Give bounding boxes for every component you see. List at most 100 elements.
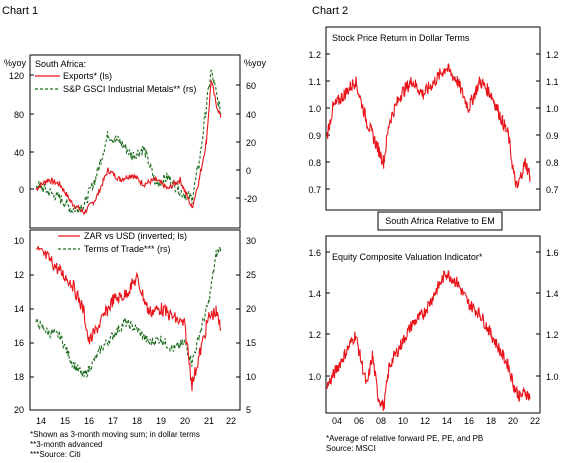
tick-label: 12 — [14, 270, 24, 280]
series-line-terms-of-trade — [35, 246, 222, 379]
tick-label: 20 — [14, 405, 24, 415]
tick-label: 21 — [204, 416, 214, 426]
tick-label: 1.2 — [308, 330, 321, 340]
tick-label: 14 — [14, 304, 24, 314]
tick-label: 12 — [420, 416, 430, 426]
tick-label: 14 — [442, 416, 452, 426]
tick-label: -20 — [244, 194, 257, 204]
tick-label: 1.4 — [308, 289, 321, 299]
chart1-bottom-right-ticks: 30 25 20 15 10 5 — [246, 236, 256, 415]
chart2-footnotes: *Average of relative forward PE, PE, and… — [326, 434, 483, 453]
series-line-valuation — [326, 270, 531, 411]
chart1-bottom-axis-ticks — [30, 274, 240, 378]
chart1-top-right-ticks: 60 40 20 0 -20 — [244, 81, 257, 204]
tick-label: 25 — [246, 270, 256, 280]
tick-label: 20 — [246, 138, 256, 148]
series-line-metals — [35, 69, 222, 215]
tick-label: 18 — [14, 372, 24, 382]
tick-label: 0.8 — [546, 158, 559, 168]
tick-label: 0 — [19, 185, 24, 195]
tick-label: 0.7 — [546, 185, 559, 195]
legend-label-metals: S&P GSCI Industrial Metals** (rs) — [63, 84, 196, 94]
tick-label: 1.6 — [308, 248, 321, 258]
chart2-bottom-left-ticks: 1.6 1.4 1.2 1.0 — [308, 248, 321, 382]
tick-label: 06 — [354, 416, 364, 426]
chart1-top-axis-ticks — [30, 74, 240, 199]
chart1-top-right-unit: %yoy — [244, 58, 267, 68]
series-line-zar — [35, 246, 222, 392]
tick-label: 1.2 — [546, 50, 559, 60]
tick-label: 0.9 — [308, 131, 321, 141]
tick-label: 0 — [246, 166, 251, 176]
chart2-top-title: Stock Price Return in Dollar Terms — [332, 33, 470, 43]
tick-label: 1.0 — [546, 104, 559, 114]
footnote: *Average of relative forward PE, PE, and… — [326, 434, 483, 443]
chart1-top-legend: Exports* (ls) S&P GSCI Industrial Metals… — [35, 71, 196, 94]
chart2-top-axis-ticks — [326, 53, 540, 190]
chart1-footnotes: *Shown as 3-month moving sum; in dollar … — [30, 430, 200, 459]
tick-label: 22 — [226, 416, 236, 426]
tick-label: 20 — [180, 416, 190, 426]
chart1-top-box-title: South Africa: — [35, 59, 86, 69]
tick-label: 18 — [486, 416, 496, 426]
chart2-bottom-axis-ticks — [326, 251, 540, 377]
tick-label: 1.4 — [546, 289, 559, 299]
chart1-top-left-unit: %yoy — [4, 58, 27, 68]
chart2-heading: Chart 2 — [312, 5, 348, 17]
tick-label: 5 — [246, 405, 251, 415]
tick-label: 1.1 — [308, 77, 321, 87]
chart2-bottom-title: Equity Composite Valuation Indicator* — [332, 252, 483, 262]
footnote: *Shown as 3-month moving sum; in dollar … — [30, 430, 200, 439]
footnote: **3-month advanced — [30, 440, 103, 449]
tick-label: 1.2 — [546, 330, 559, 340]
tick-label: 0.8 — [308, 158, 321, 168]
tick-label: 19 — [156, 416, 166, 426]
tick-label: 16 — [464, 416, 474, 426]
tick-label: 20 — [508, 416, 518, 426]
tick-label: 30 — [246, 236, 256, 246]
chart1-bottom-left-ticks: 10 12 14 16 18 20 — [14, 236, 24, 415]
tick-label: 0.9 — [546, 131, 559, 141]
chart1-top-plot-frame — [29, 54, 241, 229]
chart2-top-right-ticks: 1.2 1.1 1.0 0.9 0.8 0.7 — [546, 50, 559, 195]
chart1-top-left-ticks: 120 80 40 0 — [9, 71, 24, 195]
legend-label-tot: Terms of Trade*** (rs) — [84, 244, 171, 254]
tick-label: 1.2 — [308, 50, 321, 60]
tick-label: 1.6 — [546, 248, 559, 258]
tick-label: 17 — [108, 416, 118, 426]
legend-label-zar: ZAR vs USD (inverted; ls) — [84, 231, 187, 241]
chart2-banner: South Africa Relative to EM — [385, 216, 495, 226]
tick-label: 15 — [60, 416, 70, 426]
tick-label: 0.7 — [308, 185, 321, 195]
tick-label: 40 — [14, 148, 24, 158]
tick-label: 60 — [246, 81, 256, 91]
chart1-bottom-legend: ZAR vs USD (inverted; ls) Terms of Trade… — [58, 231, 187, 254]
tick-label: 14 — [36, 416, 46, 426]
chart2-x-ticks: 04 06 08 10 12 14 16 18 20 22 — [332, 416, 540, 426]
legend-label-exports: Exports* (ls) — [63, 71, 112, 81]
footnote: ***Source: Citi — [30, 450, 81, 459]
tick-label: 80 — [14, 110, 24, 120]
chart2-bottom-right-ticks: 1.6 1.4 1.2 1.0 — [546, 248, 559, 382]
tick-label: 16 — [14, 338, 24, 348]
footnote: Source: MSCI — [326, 444, 376, 453]
tick-label: 120 — [9, 71, 24, 81]
tick-label: 10 — [14, 236, 24, 246]
tick-label: 1.0 — [546, 372, 559, 382]
tick-label: 08 — [376, 416, 386, 426]
tick-label: 22 — [530, 416, 540, 426]
tick-label: 1.0 — [308, 372, 321, 382]
series-line-stock-return — [326, 63, 531, 189]
tick-label: 15 — [246, 338, 256, 348]
tick-label: 16 — [84, 416, 94, 426]
tick-label: 04 — [332, 416, 342, 426]
tick-label: 10 — [246, 372, 256, 382]
series-line-exports — [35, 79, 222, 216]
chart1-x-ticks: 14 15 16 17 18 19 20 21 22 — [36, 416, 236, 426]
chart1-heading: Chart 1 — [2, 5, 38, 17]
tick-label: 40 — [246, 110, 256, 120]
chart2-banner-box — [377, 211, 503, 231]
tick-label: 1.0 — [308, 104, 321, 114]
tick-label: 1.1 — [546, 77, 559, 87]
